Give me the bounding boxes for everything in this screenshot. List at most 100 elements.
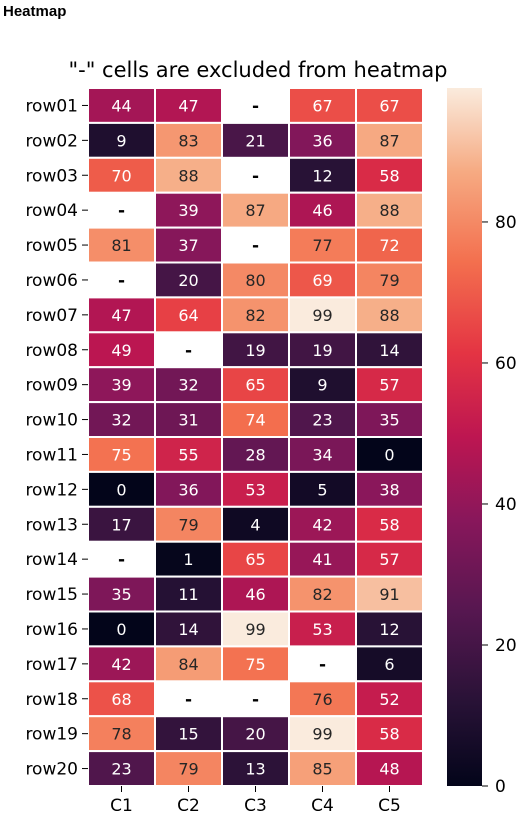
row-label: row19 [25, 725, 78, 745]
cell-value-label: 6 [384, 655, 394, 674]
cell-value-label: 48 [379, 760, 399, 779]
heatmap-cell [355, 505, 424, 543]
heatmap-cell [355, 156, 424, 194]
excluded-cell-label: - [118, 550, 125, 570]
cell-value-label: 15 [178, 725, 198, 744]
cell-value-label: 39 [178, 201, 198, 220]
cell-value-label: 79 [379, 271, 399, 290]
heatmap-cell [355, 470, 424, 508]
cell-value-label: 19 [312, 341, 332, 360]
cell-value-label: 68 [111, 690, 131, 709]
heatmap-cell [154, 436, 223, 473]
row-label: row03 [25, 166, 78, 186]
excluded-cell-label: - [185, 690, 192, 710]
cell-value-label: 42 [312, 515, 332, 534]
cell-value-label: 11 [178, 585, 198, 604]
cell-value-label: 39 [111, 376, 131, 395]
row-label: row16 [25, 620, 78, 640]
cell-value-label: 53 [245, 480, 265, 499]
colorbar-tick-label: 40 [495, 495, 517, 515]
heatmap-cell [355, 680, 424, 718]
excluded-cell-label: - [252, 96, 259, 116]
cell-value-label: 4 [250, 515, 260, 534]
heatmap-cell [221, 645, 290, 683]
cell-value-label: 14 [178, 620, 198, 639]
cell-value-label: 65 [245, 550, 265, 569]
excluded-cell-label: - [118, 271, 125, 291]
row-label: row12 [25, 480, 78, 500]
heatmap-cell [288, 750, 357, 787]
cell-value-label: 75 [245, 655, 265, 674]
cell-value-label: 32 [178, 376, 198, 395]
column-labels: C1 C2 C3 C4 C5 [110, 786, 401, 816]
cell-value-label: 88 [379, 201, 399, 220]
heatmap-cell [288, 470, 357, 508]
cell-value-label: 23 [111, 760, 131, 779]
heatmap-cell [87, 156, 156, 194]
cell-value-label: 9 [317, 376, 327, 395]
heatmap-cell [288, 436, 357, 473]
cell-value-label: 9 [116, 131, 126, 150]
heatmap-cell [288, 401, 357, 439]
heatmap-cell [355, 366, 424, 404]
cell-value-label: 99 [245, 620, 265, 639]
excluded-cell-label: - [252, 690, 259, 710]
heatmap-cell [221, 331, 290, 369]
cell-value-label: 99 [312, 725, 332, 744]
column-label: C2 [177, 796, 200, 816]
cell-value-label: 17 [111, 515, 131, 534]
row-label: row07 [25, 306, 78, 326]
cell-value-label: 58 [379, 166, 399, 185]
row-label: row04 [25, 201, 78, 221]
cell-value-label: 35 [111, 585, 131, 604]
cell-value-label: 37 [178, 236, 198, 255]
cell-value-label: 35 [379, 411, 399, 430]
excluded-cell-label: - [252, 166, 259, 186]
heatmap-cell [355, 191, 424, 229]
row-label: row09 [25, 376, 78, 396]
cell-value-label: 20 [245, 725, 265, 744]
row-label: row02 [25, 131, 78, 151]
heatmap-cell [87, 470, 156, 508]
row-label: row14 [25, 550, 78, 570]
cell-value-label: 53 [312, 620, 332, 639]
colorbar: 0 20 40 60 80 [447, 88, 517, 797]
cell-value-label: 78 [111, 725, 131, 744]
colorbar-tick-label: 20 [495, 636, 517, 656]
cell-value-label: 49 [111, 341, 131, 360]
row-label: row18 [25, 690, 78, 710]
cell-value-label: 19 [245, 341, 265, 360]
cell-value-label: 42 [111, 655, 131, 674]
row-labels: row01 row02 row03 row04 row05 row06 row07 row08… [25, 96, 88, 780]
cell-value-label: 65 [245, 376, 265, 395]
cell-value-label: 12 [312, 166, 332, 185]
colorbar-tick-label: 60 [495, 354, 517, 374]
page-label: Heatmap [3, 3, 67, 20]
cell-value-label: 87 [245, 201, 265, 220]
cell-value-label: 31 [178, 411, 198, 430]
heatmap-cell [154, 226, 223, 264]
row-label: row06 [25, 271, 78, 291]
cell-value-label: 67 [312, 96, 332, 115]
cell-value-label: 83 [178, 131, 198, 150]
cell-value-label: 99 [312, 306, 332, 325]
cell-value-label: 5 [317, 480, 327, 499]
heatmap-cell [355, 226, 424, 264]
cell-value-label: 0 [116, 620, 126, 639]
heatmap-cell [154, 191, 223, 229]
heatmap-cell [87, 226, 156, 264]
column-label: C5 [378, 796, 401, 816]
cell-value-label: 82 [245, 306, 265, 325]
cell-value-label: 75 [111, 445, 131, 464]
cell-value-label: 76 [312, 690, 332, 709]
cell-value-label: 74 [245, 411, 265, 430]
cell-value-label: 79 [178, 760, 198, 779]
cell-value-label: 77 [312, 236, 332, 255]
row-label: row13 [25, 515, 78, 535]
heatmap-cell [288, 261, 357, 299]
row-label: row15 [25, 585, 78, 605]
column-label: C4 [311, 796, 334, 816]
row-label: row11 [25, 445, 78, 465]
colorbar-tick-label: 80 [495, 213, 517, 233]
